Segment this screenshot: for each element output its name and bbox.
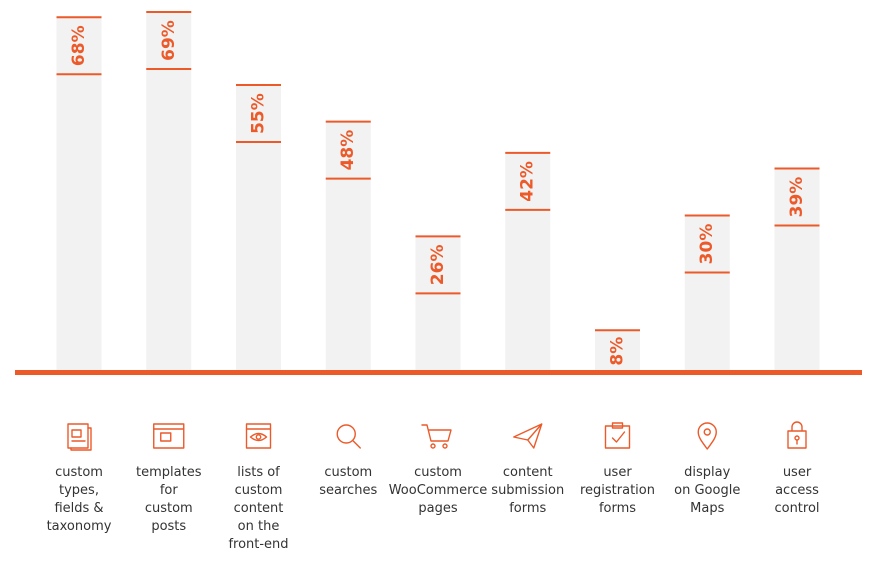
value-label: 42% xyxy=(518,161,538,202)
icon-part xyxy=(611,422,624,429)
icon-part xyxy=(513,423,543,449)
icon-part xyxy=(611,431,626,443)
category-label: custom searches xyxy=(319,465,378,498)
bar xyxy=(684,215,730,372)
icon xyxy=(421,424,452,449)
bar xyxy=(774,168,820,372)
category-label: custom WooCommerce pages xyxy=(388,465,488,516)
bar xyxy=(325,121,371,372)
category-label: display on Google Maps xyxy=(674,465,741,516)
bar xyxy=(236,85,281,372)
icon xyxy=(604,422,631,449)
icon xyxy=(67,423,92,451)
icon-part xyxy=(787,421,807,449)
icon-part xyxy=(697,422,717,450)
icon xyxy=(513,423,543,449)
icon-part xyxy=(160,432,172,442)
icon-part xyxy=(67,423,89,449)
icon-part xyxy=(703,428,711,436)
icon-part xyxy=(245,423,272,449)
bar xyxy=(595,330,640,372)
value-label: 48% xyxy=(338,130,358,171)
icon-part xyxy=(153,423,185,449)
value-label: 30% xyxy=(697,224,717,265)
icon xyxy=(336,424,361,449)
bar xyxy=(415,236,461,372)
icon-part xyxy=(70,427,92,451)
category-label: lists of custom content on the front-end xyxy=(228,465,289,552)
value-label: 68% xyxy=(69,25,89,66)
bar xyxy=(505,152,551,372)
icon xyxy=(787,421,807,449)
icon-part xyxy=(421,424,452,442)
value-label: 39% xyxy=(787,177,807,218)
value-label: 26% xyxy=(428,244,448,285)
value-label: 55% xyxy=(249,93,269,134)
icon-part xyxy=(604,425,631,449)
value-label: 69% xyxy=(159,20,179,61)
icon-part xyxy=(245,428,272,442)
icon xyxy=(697,422,717,450)
icons xyxy=(67,421,807,451)
baseline xyxy=(15,370,862,375)
icon xyxy=(153,423,185,449)
icon-part xyxy=(352,440,361,449)
category-label: content submission forms xyxy=(491,465,565,516)
icon-part xyxy=(442,443,448,449)
bar xyxy=(56,17,102,372)
icon-part xyxy=(336,424,356,444)
icon-part xyxy=(71,429,82,438)
category-label: user access control xyxy=(774,465,820,516)
category-label: templates for custom posts xyxy=(136,465,202,534)
category-label: custom types, fields & taxonomy xyxy=(46,465,112,534)
bar xyxy=(146,12,192,372)
icon-part xyxy=(430,443,436,449)
value-label: 8% xyxy=(608,337,628,366)
icon xyxy=(245,423,272,449)
category-label: user registration forms xyxy=(579,465,655,516)
icon-part xyxy=(255,434,262,440)
